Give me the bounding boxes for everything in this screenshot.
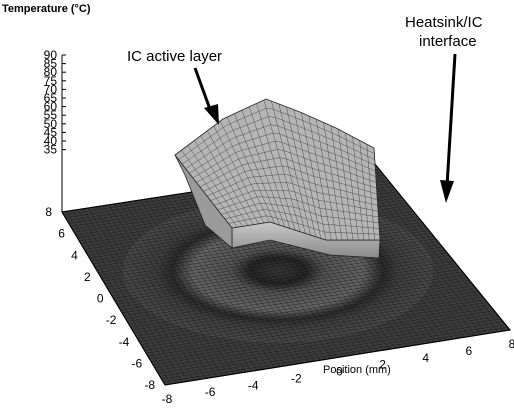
x-tick-label: 6	[466, 344, 473, 358]
mesh-line	[203, 165, 378, 195]
x-tick-label: -6	[205, 385, 216, 399]
mesh-line	[221, 202, 379, 223]
x-tick-label: 8	[509, 337, 514, 351]
x-tick-label: 4	[422, 351, 429, 365]
y-tick-label: 2	[84, 270, 91, 284]
x-tick-label: 2	[379, 358, 386, 372]
z-tick-label: 60	[44, 100, 58, 114]
z-tick-label: 85	[44, 57, 58, 71]
y-tick-label: -6	[131, 356, 142, 370]
mesh-line	[185, 124, 376, 169]
ic-active-layer-surface	[174, 98, 381, 259]
svg-text:Heatsink/IC: Heatsink/IC	[405, 14, 483, 31]
z-tick-label: 55	[44, 108, 58, 122]
y-tick-label: 6	[58, 227, 65, 241]
y-tick-label: 0	[97, 292, 104, 306]
x-tick-label: -4	[248, 378, 259, 392]
y-tick-label: -8	[144, 378, 155, 392]
svg-text:IC active layer: IC active layer	[127, 48, 222, 65]
y-tick-label: 8	[45, 205, 52, 219]
y-tick-label: -2	[106, 313, 117, 327]
z-tick-label: 90	[44, 48, 58, 62]
mesh-line	[214, 190, 379, 212]
z-tick-label: 70	[44, 82, 58, 96]
mesh-line	[192, 140, 376, 178]
mesh-line	[224, 209, 380, 229]
x-axis-ticks: -8 -6 -4 -2 0 2 4 6 8	[162, 337, 514, 406]
mesh-line	[199, 157, 377, 189]
svg-text:interface: interface	[419, 33, 477, 50]
mesh-line	[178, 108, 375, 160]
y-tick-label: -4	[119, 335, 130, 349]
z-tick-label: 50	[44, 117, 58, 131]
z-tick-label: 75	[44, 74, 58, 88]
mesh-line	[228, 215, 380, 235]
heatsink-plane	[61, 163, 511, 386]
z-tick-label: 35	[44, 143, 58, 157]
x-tick-label: -2	[291, 371, 302, 385]
mesh-line	[210, 182, 378, 206]
mesh-line	[206, 173, 378, 200]
mesh-line	[196, 149, 377, 183]
z-tick-label: 65	[44, 91, 58, 105]
z-axis-label: Temperature (°C)	[2, 3, 91, 15]
grid-line	[364, 165, 499, 332]
mesh-line	[182, 116, 375, 165]
grid-line	[359, 166, 493, 333]
x-axis-label: Position (mm)	[323, 364, 391, 376]
x-tick-label: 0	[336, 365, 343, 379]
mesh-line	[217, 196, 379, 218]
grid-line	[369, 164, 505, 332]
y-tick-label: 4	[71, 248, 78, 262]
mesh-line	[189, 132, 376, 174]
z-tick-label: 80	[44, 65, 58, 79]
x-tick-label: -8	[162, 392, 173, 406]
z-tick-label: 40	[44, 134, 58, 148]
annotation-ic-active-layer: IC active layer	[127, 48, 222, 125]
z-tick-label: 45	[44, 125, 58, 139]
annotation-heatsink-interface: Heatsink/IC interface	[405, 14, 483, 203]
